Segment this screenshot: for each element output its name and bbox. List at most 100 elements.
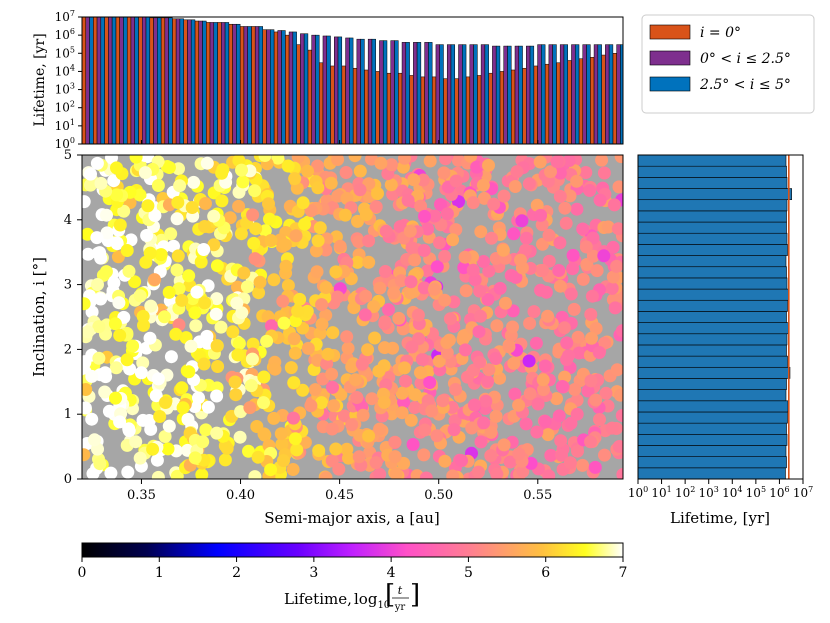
scatter-point: [378, 315, 392, 329]
scatter-point: [301, 341, 315, 355]
scatter-point: [182, 269, 196, 283]
scatter-point: [235, 163, 248, 177]
scatter-point: [133, 289, 147, 303]
main-y-tick-label: 0: [64, 472, 72, 487]
legend: i = 0° 0° < i ≤ 2.5° 2.5° < i ≤ 5°: [641, 14, 815, 114]
top-bar: [232, 23, 237, 145]
scatter-point: [477, 416, 491, 430]
scatter-point: [616, 468, 623, 479]
scatter-point: [541, 174, 555, 188]
scatter-point: [351, 214, 364, 228]
top-bar: [172, 18, 177, 145]
scatter-point: [352, 235, 366, 249]
scatter-point: [263, 212, 276, 226]
top-bar: [89, 16, 94, 145]
scatter-point: [349, 373, 362, 387]
top-bar: [379, 40, 384, 145]
top-bar: [262, 29, 267, 145]
scatter-point: [246, 208, 260, 222]
scatter-point: [509, 270, 523, 284]
scatter-point: [82, 297, 91, 311]
scatter-point: [404, 275, 418, 289]
scatter-point: [588, 460, 602, 474]
scatter-point: [175, 293, 189, 307]
top-y-axis-label: Lifetime, [yr]: [32, 33, 48, 126]
top-y-tick-label: 104: [55, 63, 75, 78]
scatter-point: [361, 343, 375, 357]
top-bar: [190, 19, 196, 145]
top-bar: [503, 45, 508, 145]
scatter-point: [247, 236, 261, 250]
top-plot-frame: [81, 16, 624, 145]
scatter-point: [293, 292, 307, 306]
top-bar: [277, 30, 282, 145]
scatter-point: [542, 254, 556, 268]
scatter-point: [576, 222, 590, 236]
scatter-point: [187, 175, 201, 189]
scatter-point: [584, 374, 598, 388]
scatter-point: [368, 331, 382, 345]
scatter-point: [482, 264, 496, 278]
scatter-point: [425, 404, 439, 418]
right-bar: [637, 411, 788, 424]
scatter-point: [281, 159, 295, 173]
right-bar: [637, 378, 787, 390]
scatter-point: [484, 449, 498, 463]
scatter-point: [162, 161, 176, 174]
scatter-point: [100, 226, 114, 240]
top-bar: [322, 35, 327, 145]
scatter-point: [411, 308, 425, 322]
scatter-point: [538, 359, 552, 373]
scatter-point: [612, 440, 623, 453]
right-bar: [637, 400, 789, 413]
scatter-point: [148, 273, 161, 287]
top-bar: [416, 42, 422, 145]
scatter-point: [141, 199, 155, 213]
scatter-point: [252, 286, 266, 300]
scatter-point: [190, 285, 204, 299]
scatter-point: [371, 187, 384, 200]
top-bar: [390, 40, 395, 145]
top-bar: [206, 22, 211, 145]
top-bar: [424, 42, 429, 145]
scatter-point: [108, 317, 122, 331]
scatter-point: [324, 176, 338, 190]
right-x-tick-label: 105: [746, 485, 766, 500]
scatter-point: [614, 155, 623, 164]
right-bar: [637, 154, 787, 167]
scatter-point: [407, 173, 421, 187]
scatter-point: [211, 360, 225, 373]
scatter-point: [326, 326, 340, 340]
scatter-point: [563, 456, 577, 470]
top-bar: [360, 38, 365, 145]
scatter-point: [286, 463, 300, 476]
scatter-point: [497, 438, 511, 452]
top-y-tick-label: 106: [55, 27, 75, 42]
scatter-point: [277, 454, 290, 468]
scatter-point: [327, 399, 341, 413]
right-bar: [637, 344, 787, 357]
scatter-point: [355, 357, 369, 371]
scatter-point: [275, 437, 289, 451]
scatter-point: [610, 259, 623, 273]
scatter-point: [332, 462, 346, 476]
scatter-point: [560, 336, 574, 350]
scatter-point: [522, 354, 536, 368]
scatter-point: [474, 309, 487, 323]
scatter-point: [82, 247, 95, 261]
scatter-point: [544, 165, 557, 179]
scatter-point: [568, 383, 582, 396]
colorbar-tick-label: 4: [387, 565, 396, 581]
scatter-point: [112, 296, 126, 310]
top-y-tick-label: 103: [55, 82, 75, 97]
scatter-point: [159, 396, 172, 409]
scatter-point: [392, 311, 406, 325]
top-bar: [239, 26, 245, 145]
right-bar: [637, 366, 791, 379]
top-bar: [488, 72, 493, 145]
scatter-point: [210, 339, 224, 353]
scatter-point: [173, 179, 187, 193]
scatter-point: [200, 156, 214, 170]
scatter-point: [544, 448, 558, 462]
